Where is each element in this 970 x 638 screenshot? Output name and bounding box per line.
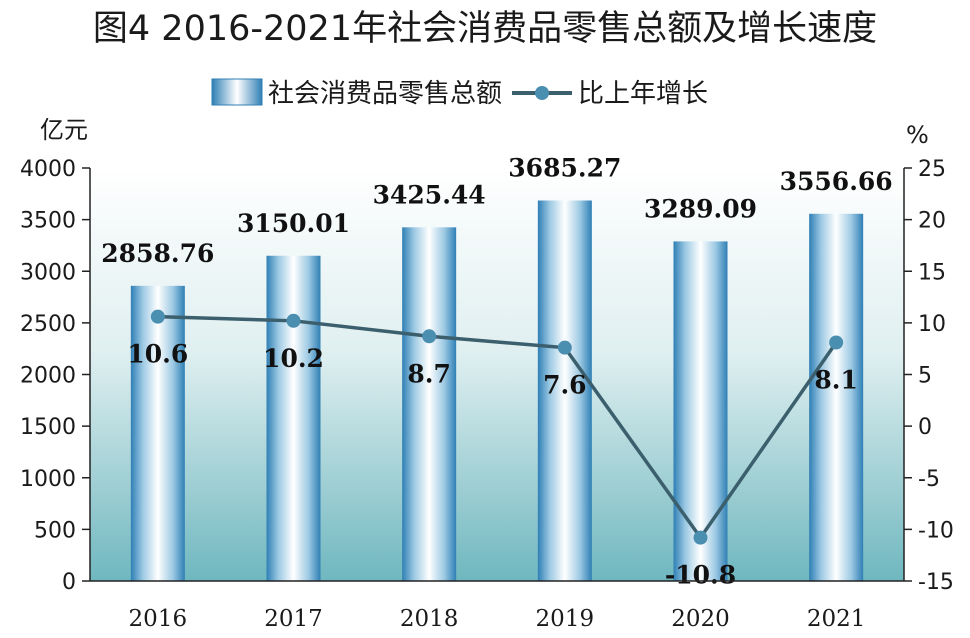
left-tick-label: 1500 [20, 415, 76, 440]
line-point [422, 329, 437, 344]
bar [537, 200, 592, 581]
bar-value-label: 3425.44 [373, 180, 486, 209]
left-tick-label: 2000 [20, 364, 76, 389]
bar-value-label: 3556.66 [780, 167, 893, 196]
bar-value-label: 3150.01 [237, 209, 350, 238]
line-point [150, 309, 165, 324]
left-tick-label: 4000 [20, 157, 76, 182]
growth-line [157, 314, 838, 541]
x-axis-ticks: 2016 2017 2018 2019 2020 2021 [129, 606, 866, 632]
bar-series: 2858.76 3150.01 3425.44 3685.27 3289.09 3556.… [101, 153, 893, 582]
left-axis-ticks: 0 500 1000 1500 2000 2500 3000 3500 4000 [20, 157, 90, 595]
line-value-label: 8.7 [407, 359, 451, 388]
line-value-label: 7.6 [543, 371, 587, 400]
right-axis: -15 -10 -5 0 5 10 15 20 25 [903, 157, 954, 595]
left-axis-unit: 亿元 [40, 116, 88, 144]
x-tick-label: 2018 [400, 606, 459, 632]
right-tick-label: 15 [918, 260, 946, 285]
x-tick-label: 2016 [129, 606, 188, 632]
legend-line-label: 比上年增长 [578, 79, 708, 109]
left-axis: 0 500 1000 1500 2000 2500 3000 3500 4000 [20, 157, 91, 595]
line-series: 10.6 10.2 8.7 7.6 -10.8 8.1 [127, 309, 858, 590]
line-point [286, 313, 301, 328]
line-value-label: -10.8 [665, 561, 736, 590]
legend-line-marker [535, 86, 549, 100]
line-value-label: 8.1 [814, 365, 858, 394]
right-tick-label: 25 [918, 157, 946, 182]
left-tick-label: 3500 [20, 209, 76, 234]
left-tick-label: 500 [34, 518, 76, 543]
bar-value-label: 3685.27 [508, 153, 621, 182]
line-point [829, 335, 844, 350]
legend-bar-swatch [211, 78, 263, 106]
bar [673, 241, 728, 581]
right-tick-label: 20 [918, 209, 946, 234]
right-tick-label: 10 [918, 312, 946, 337]
line-value-label: 10.6 [127, 340, 188, 369]
bar [266, 255, 321, 581]
right-axis-unit: % [906, 121, 929, 149]
x-tick-label: 2020 [671, 606, 730, 632]
right-tick-label: 5 [918, 364, 932, 389]
left-tick-label: 0 [62, 570, 76, 595]
bar-value-label: 3289.09 [644, 194, 757, 223]
right-tick-label: 0 [918, 415, 932, 440]
left-tick-label: 3000 [20, 260, 76, 285]
left-tick-label: 2500 [20, 312, 76, 337]
chart-title: 图4 2016-2021年社会消费品零售总额及增长速度 [93, 9, 877, 49]
right-tick-label: -5 [918, 467, 940, 492]
bar [809, 213, 864, 582]
right-tick-label: -10 [918, 518, 954, 543]
legend-bar-label: 社会消费品零售总额 [268, 79, 502, 109]
x-tick-label: 2021 [807, 606, 866, 632]
line-point [557, 340, 572, 355]
line-point [693, 530, 708, 545]
line-value-label: 10.2 [263, 344, 324, 373]
x-tick-label: 2019 [536, 606, 595, 632]
x-tick-label: 2017 [264, 606, 323, 632]
legend: 社会消费品零售总额 比上年增长 [211, 78, 708, 109]
left-tick-label: 1000 [20, 467, 76, 492]
bar [402, 227, 457, 582]
right-tick-label: -15 [918, 570, 954, 595]
bar [130, 285, 185, 581]
bar-value-label: 2858.76 [101, 239, 214, 268]
right-axis-ticks: -15 -10 -5 0 5 10 15 20 25 [904, 157, 954, 595]
plot-area [90, 168, 904, 581]
